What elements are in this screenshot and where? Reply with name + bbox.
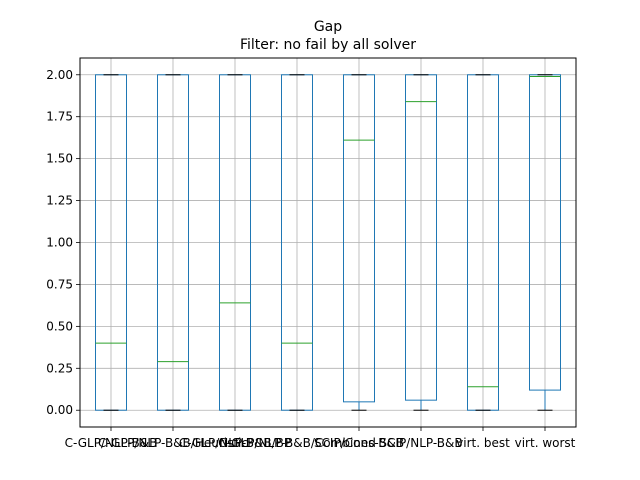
y-tick-label: 0.00 (46, 403, 73, 417)
x-tick-label: C-GLP/NLP-B&B (65, 436, 158, 450)
y-tick-label: 2.00 (46, 68, 73, 82)
x-tick-label: virt. best (456, 436, 510, 450)
y-tick-label: 0.25 (46, 361, 73, 375)
y-tick-label: 0.75 (46, 277, 73, 291)
x-tick-label: C-GLP/NLP-B&B/Heuristic (98, 436, 248, 450)
x-tick-label: C-GLP/NLP-B&B/Combined (218, 436, 376, 450)
y-tick-label: 1.00 (46, 236, 73, 250)
y-tick-label: 1.75 (46, 110, 73, 124)
x-tick-label: SCIP/NLP-B&B (379, 436, 462, 450)
y-tick-label: 1.25 (46, 194, 73, 208)
axis-layer: 0.00 0.25 0.50 0.75 1.00 1.25 1.50 1.75 2.00 C-GL… (46, 68, 575, 450)
y-tick-label: 0.50 (46, 319, 73, 333)
x-tick-label: C-GLP/NLP-B&B/BP (179, 436, 291, 450)
x-tick-label: virt. worst (515, 436, 576, 450)
chart-subtitle: Filter: no fail by all solver (240, 37, 416, 53)
y-tick-label: 1.50 (46, 152, 73, 166)
box-layer (95, 74, 561, 411)
x-tick-label: SCIP/Cons-B&B (314, 436, 404, 450)
chart-title: Gap (314, 19, 342, 35)
